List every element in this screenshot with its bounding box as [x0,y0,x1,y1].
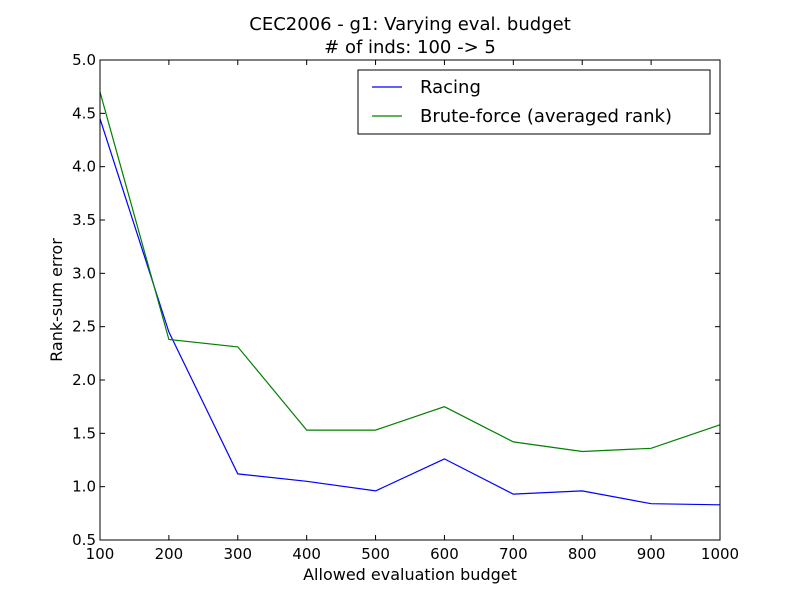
series-line-1 [99,91,721,453]
x-tick-label: 900 [637,545,666,563]
ticks-layer: 100 200 300 400 500 600 700 800 900 1000 0.5 1.0 1.5… [72,51,739,563]
plot-frame [99,59,721,541]
x-tick-label: 800 [568,545,597,563]
x-tick-label: 600 [430,545,459,563]
series-line-0 [99,118,721,506]
y-tick-label: 1.5 [72,424,96,442]
chart-subtitle: # of inds: 100 -> 5 [324,37,496,58]
y-tick-label: 3.0 [72,264,96,282]
y-axis-label: Rank-sum error [47,238,66,362]
legend: Racing Brute-force (averaged rank) [357,69,711,135]
y-tick-label: 4.0 [72,158,96,176]
x-tick-label: 200 [155,545,184,563]
y-tick-label: 5.0 [72,51,96,69]
chart-title: CEC2006 - g1: Varying eval. budget [249,14,571,35]
x-tick-label: 100 [86,545,115,563]
y-tick-label: 1.0 [72,478,96,496]
x-tick-label: 1000 [701,545,739,563]
y-tick-label: 2.0 [72,371,96,389]
x-tick-label: 500 [361,545,390,563]
x-tick-label: 400 [292,545,321,563]
x-tick-label: 700 [499,545,528,563]
y-tick-label: 3.5 [72,211,96,229]
legend-box [357,69,711,135]
x-axis-label: Allowed evaluation budget [303,565,517,584]
y-tick-label: 4.5 [72,104,96,122]
legend-label-0: Racing [420,77,481,98]
x-tick-label: 300 [223,545,252,563]
series-layer [99,91,721,506]
y-tick-label: 2.5 [72,318,96,336]
legend-label-1: Brute-force (averaged rank) [420,106,672,127]
y-tick-label: 0.5 [72,531,96,549]
